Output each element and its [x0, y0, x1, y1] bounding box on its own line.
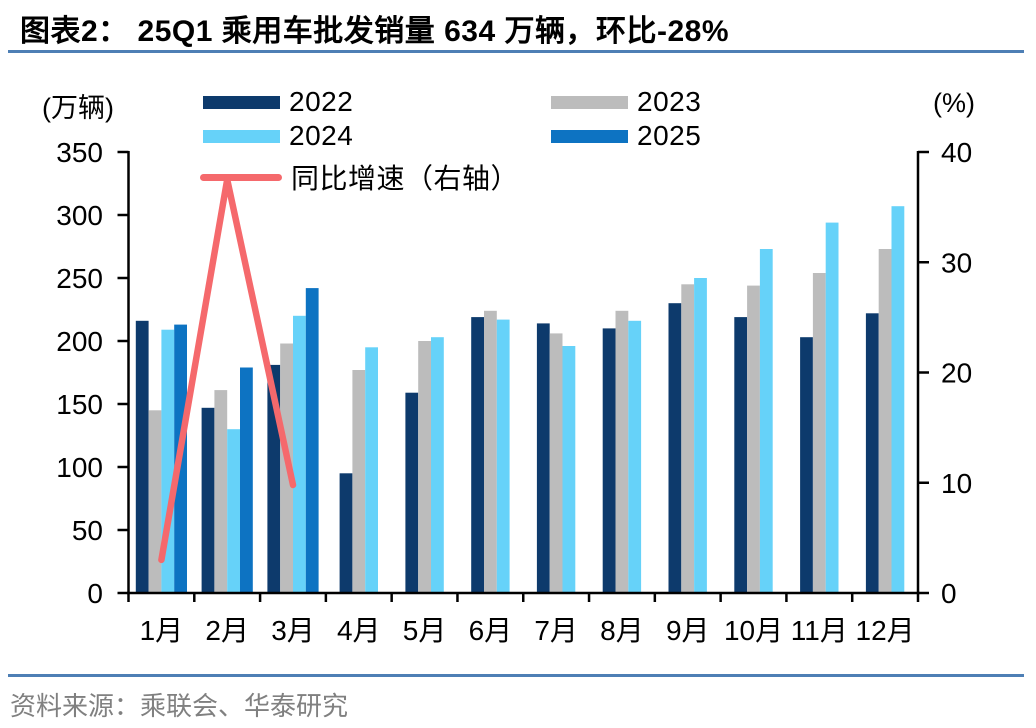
right-axis-unit-label: (%)	[933, 88, 975, 118]
left-axis-tick-label: 150	[56, 389, 103, 420]
left-axis-tick-label: 100	[56, 452, 103, 483]
x-axis-label-3月: 3月	[271, 615, 315, 646]
x-axis-label-11月: 11月	[791, 615, 848, 646]
x-axis-label-4月: 4月	[337, 615, 381, 646]
x-axis-label-8月: 8月	[600, 615, 644, 646]
bar-2024-10月	[759, 249, 773, 593]
bar-2024-4月	[365, 347, 378, 593]
bar-2023-12月	[878, 249, 892, 593]
bar-2023-6月	[484, 310, 497, 593]
bar-2022-8月	[602, 328, 616, 593]
legend-item-yoy-growth: 同比增速（右轴）	[200, 157, 519, 197]
bar-2023-5月	[418, 341, 431, 593]
x-axis-label-10月: 10月	[724, 615, 783, 646]
bar-2022-4月	[339, 473, 353, 593]
bar-2024-5月	[431, 337, 444, 593]
left-axis-tick-label: 350	[56, 137, 103, 168]
bar-2022-12月	[865, 313, 879, 593]
bar-2022-5月	[405, 392, 419, 593]
bar-2025-2月	[240, 367, 253, 593]
bar-2022-1月	[135, 320, 149, 593]
right-axis-tick-label: 0	[941, 578, 957, 609]
left-axis-tick-label: 300	[56, 200, 103, 231]
legend-swatch-2024	[203, 129, 280, 143]
figure-title: 图表2： 25Q1 乘用车批发销量 634 万辆，环比-28%	[20, 15, 730, 48]
legend-label: 2023	[637, 86, 702, 117]
x-axis-label-2月: 2月	[205, 615, 249, 646]
left-axis-tick-label: 0	[87, 578, 103, 609]
legend-item-2022: 2022	[203, 86, 353, 118]
bar-2022-6月	[471, 317, 484, 593]
title-divider	[8, 50, 1024, 53]
legend-swatch-2025	[551, 129, 628, 143]
bar-2023-7月	[549, 333, 563, 593]
left-axis-tick-label: 50	[72, 515, 103, 546]
legend-label: 同比增速（右轴）	[291, 163, 520, 194]
legend-swatch-2022	[203, 95, 280, 109]
left-axis-tick-label: 200	[56, 326, 103, 357]
bar-2024-12月	[891, 206, 905, 593]
bar-2024-2月	[227, 429, 240, 593]
x-axis-label-6月: 6月	[469, 615, 513, 646]
bar-2024-8月	[628, 320, 642, 593]
x-axis-label-7月: 7月	[534, 615, 578, 646]
bar-2023-8月	[615, 310, 629, 593]
figure-source: 资料来源：乘联会、华泰研究	[10, 691, 349, 721]
left-axis-unit-label: (万辆)	[42, 93, 114, 123]
bar-2023-1月	[148, 410, 162, 593]
legend-item-2023: 2023	[551, 86, 701, 118]
x-axis-label-1月: 1月	[140, 615, 184, 646]
bar-2022-10月	[734, 317, 748, 593]
legend-label: 2024	[289, 120, 354, 151]
bar-2024-7月	[562, 346, 576, 593]
yoy-growth-line	[158, 176, 297, 564]
x-axis-label-5月: 5月	[403, 615, 447, 646]
bar-2023-11月	[812, 273, 826, 593]
bar-2024-9月	[694, 278, 707, 593]
source-divider	[8, 674, 1024, 677]
bar-2022-7月	[536, 323, 550, 593]
left-axis-tick-label: 250	[56, 263, 103, 294]
legend-label: 2022	[289, 86, 354, 117]
bar-2024-3月	[293, 315, 306, 593]
bar-2023-10月	[747, 285, 760, 593]
legend-label: 2025	[637, 120, 702, 151]
right-axis-tick-label: 30	[941, 247, 972, 278]
bar-2023-9月	[681, 284, 695, 593]
bar-2022-11月	[800, 337, 813, 593]
right-axis-tick-label: 40	[941, 137, 972, 168]
legend-item-2024: 2024	[203, 120, 353, 152]
right-axis-tick-label: 10	[941, 468, 972, 499]
bar-2025-3月	[305, 288, 319, 593]
right-axis-tick-label: 20	[941, 358, 972, 389]
x-axis-label-12月: 12月	[856, 615, 915, 646]
bar-2023-4月	[352, 370, 366, 593]
bar-2023-2月	[214, 390, 228, 593]
legend-swatch-2023	[551, 95, 628, 109]
legend-line-swatch	[200, 173, 282, 181]
bar-2024-6月	[496, 319, 510, 593]
bar-2022-2月	[201, 407, 215, 593]
bar-2022-9月	[668, 303, 682, 593]
legend-item-2025: 2025	[551, 120, 701, 152]
x-axis-label-9月: 9月	[666, 615, 710, 646]
bar-2024-11月	[825, 222, 839, 593]
